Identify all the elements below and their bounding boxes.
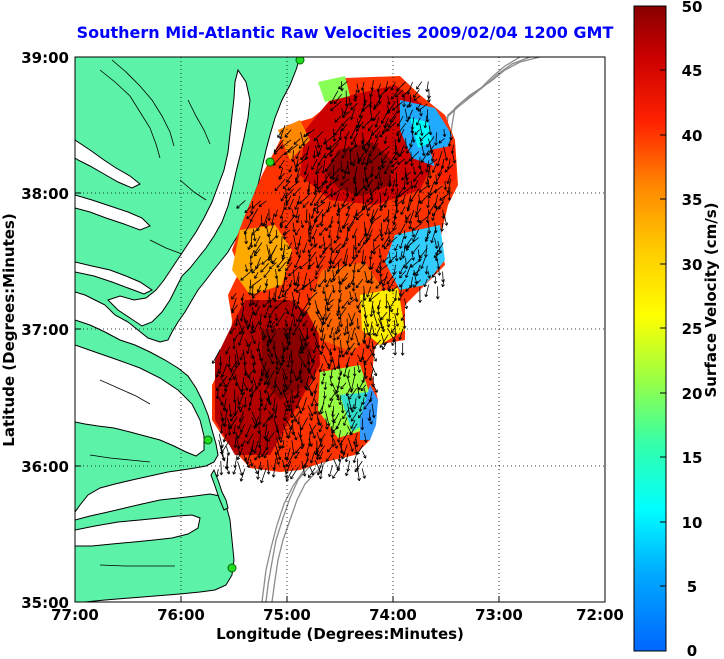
coastline-detail <box>89 59 211 567</box>
velocity-arrow-paths <box>212 80 457 484</box>
axis-ticks <box>75 192 500 602</box>
colorbar-tick-label: 25 <box>682 320 703 338</box>
x-tick-label: 76:00 <box>157 606 205 624</box>
station-marker <box>295 57 305 65</box>
y-axis-label: Latitude (Degrees:Minutes) <box>0 213 18 446</box>
colorbar-ticks <box>660 69 666 587</box>
colorbar-tick-label: 30 <box>682 256 703 274</box>
velocity-arrows <box>212 80 457 484</box>
grid-lines <box>75 57 605 602</box>
colorbar: 50 45 40 35 30 25 20 15 10 5 0 Surface V… <box>633 0 720 659</box>
figure-title: Southern Mid-Atlantic Raw Velocities 200… <box>77 23 614 42</box>
y-tick-label: 35:00 <box>21 594 69 612</box>
colorbar-tick-label: 5 <box>687 578 697 596</box>
x-tick-label: 73:00 <box>475 606 523 624</box>
station-marker <box>203 435 213 445</box>
colorbar-tick-label: 10 <box>682 514 703 532</box>
colorbar-label: Surface Velocity (cm/s) <box>702 202 720 397</box>
station-marker <box>265 157 275 167</box>
y-tick-label: 36:00 <box>21 458 69 476</box>
colorbar-tick-label: 0 <box>687 642 697 659</box>
bay-waters <box>75 68 251 547</box>
x-tick-label: 72:00 <box>576 606 624 624</box>
y-tick-label: 38:00 <box>21 185 69 203</box>
x-tick-label: 77:00 <box>51 606 99 624</box>
radar-stations <box>203 57 305 573</box>
colorbar-tick-label: 45 <box>682 62 703 80</box>
colorbar-tick-label: 20 <box>682 385 703 403</box>
map-plot-area <box>74 56 606 603</box>
y-tick-labels: 39:00 38:00 37:00 36:00 35:00 <box>21 49 69 612</box>
station-marker <box>227 563 237 573</box>
y-tick-label: 37:00 <box>21 321 69 339</box>
colorbar-tick-label: 35 <box>682 191 703 209</box>
x-axis-label: Longitude (Degrees:Minutes) <box>216 625 464 643</box>
x-tick-labels: 77:00 76:00 75:00 74:00 73:00 72:00 <box>51 606 624 624</box>
colorbar-tick-label: 40 <box>682 127 703 145</box>
x-tick-label: 74:00 <box>369 606 417 624</box>
colorbar-tick-label: 15 <box>682 449 703 467</box>
y-tick-label: 39:00 <box>21 49 69 67</box>
colorbar-tick-label: 50 <box>682 0 703 16</box>
x-tick-label: 75:00 <box>263 606 311 624</box>
